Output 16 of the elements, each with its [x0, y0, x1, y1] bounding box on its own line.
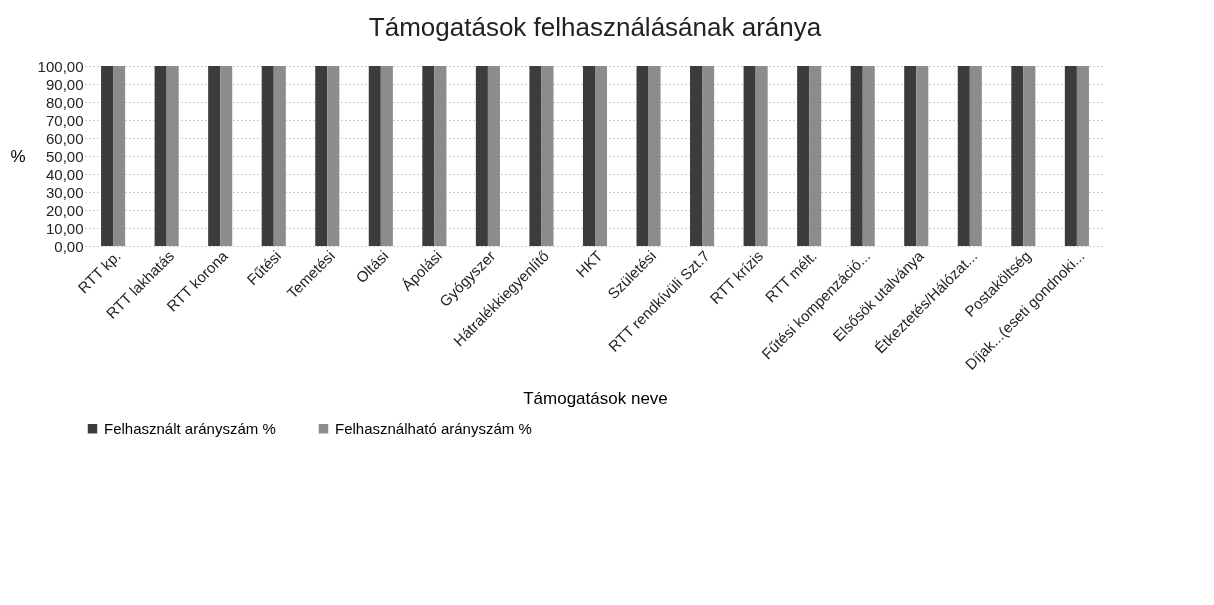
y-tick-label: 60,00 [45, 129, 84, 147]
legend-label: Felhasznált arányszám % [104, 419, 276, 437]
y-tick-label: 0,00 [54, 237, 84, 255]
chart-title: Támogatások felhasználásának aránya [368, 12, 822, 42]
y-tick-label: 80,00 [45, 93, 84, 111]
y-tick-label: 70,00 [45, 111, 84, 129]
y-tick-label: 50,00 [45, 147, 84, 165]
y-tick-label: 10,00 [45, 219, 84, 237]
y-tick-label: 100,00 [37, 57, 84, 75]
y-tick-label: 30,00 [45, 183, 84, 201]
y-axis-title: % [10, 146, 26, 166]
y-tick-label: 40,00 [45, 165, 84, 183]
y-tick-label: 90,00 [45, 75, 84, 93]
legend-label: Felhasználható arányszám % [335, 419, 532, 437]
y-tick-label: 20,00 [45, 201, 84, 219]
x-axis-title: Támogatások neve [523, 388, 668, 408]
